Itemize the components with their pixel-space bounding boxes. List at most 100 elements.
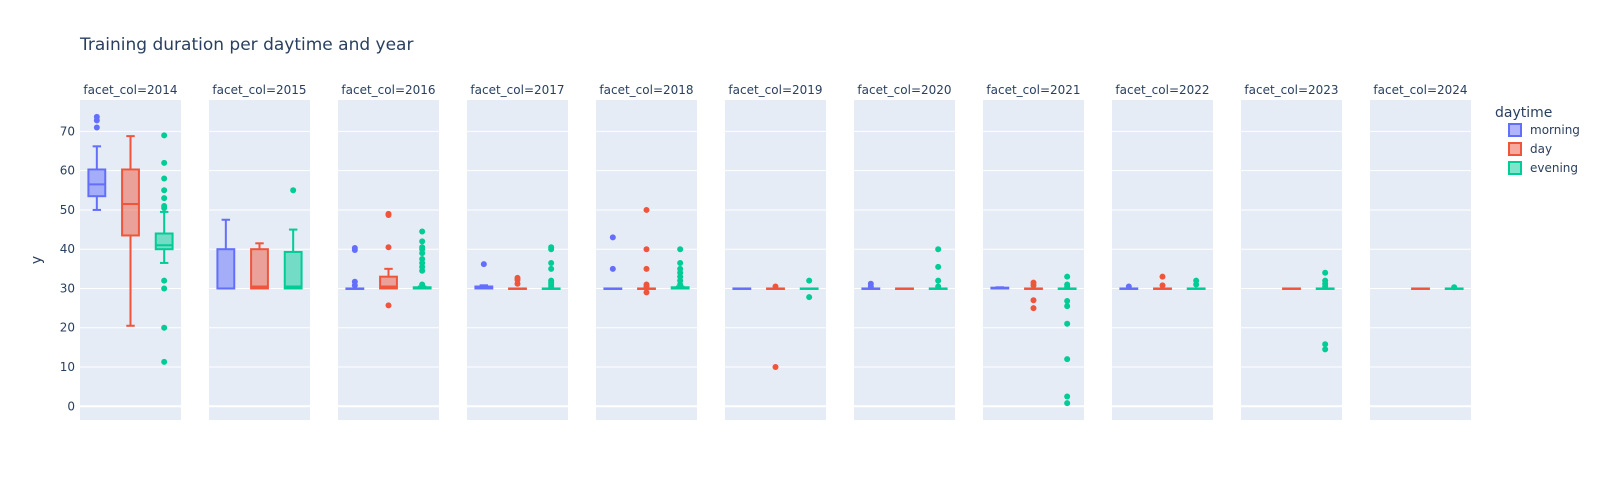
box-day: [1282, 287, 1301, 290]
outlier-point: [419, 244, 426, 251]
outlier-point: [161, 175, 168, 182]
box-day: [1411, 287, 1430, 290]
outlier-point: [867, 280, 874, 287]
outlier-point: [514, 274, 521, 281]
facet-panel: facet_col=2014: [80, 83, 181, 420]
box-evening: [154, 132, 174, 365]
box-iqr: [250, 248, 269, 290]
facet-label: facet_col=2020: [857, 83, 951, 97]
box-iqr: [216, 248, 236, 290]
facet-panel: facet_col=2016: [338, 83, 439, 420]
facet-panel: facet_col=2020: [854, 83, 955, 420]
outlier-point: [1064, 298, 1071, 305]
legend-label-morning: morning: [1530, 123, 1580, 137]
y-tick-label: 40: [60, 242, 75, 256]
box-evening: [412, 228, 432, 290]
outlier-point: [1159, 273, 1166, 280]
outlier-point: [1125, 283, 1132, 290]
box-day: [379, 210, 398, 309]
outlier-point: [677, 265, 684, 272]
legend-swatch-evening: [1508, 161, 1522, 175]
box-day: [250, 242, 269, 290]
facet-panel: facet_col=2021: [983, 83, 1084, 420]
facet-label: facet_col=2023: [1244, 83, 1338, 97]
y-tick-label: 70: [60, 124, 75, 138]
y-tick-label: 10: [60, 360, 75, 374]
outlier-point: [161, 132, 168, 139]
outlier-point: [385, 302, 392, 309]
outlier-point: [290, 187, 297, 194]
facet-panel: facet_col=2023: [1241, 83, 1342, 420]
box-iqr: [121, 168, 140, 237]
outlier-point: [677, 246, 684, 253]
outlier-point: [1159, 282, 1166, 289]
outlier-point: [1451, 284, 1458, 291]
box-morning: [474, 261, 494, 290]
outlier-point: [1030, 305, 1037, 312]
facet-panels: facet_col=2014 facet_col=2015 facet_col=20…: [80, 83, 1471, 420]
box-morning: [990, 286, 1010, 290]
box-evening: [670, 246, 690, 290]
outlier-point: [419, 238, 426, 245]
outlier-point: [1064, 356, 1071, 363]
outlier-point: [93, 124, 100, 131]
outlier-point: [351, 245, 358, 252]
outlier-point: [677, 259, 684, 266]
legend: daytime morning day evening: [1495, 105, 1580, 175]
box-day: [766, 283, 785, 370]
facet-label: facet_col=2019: [728, 83, 822, 97]
y-tick-label: 50: [60, 203, 75, 217]
box-evening: [1315, 269, 1335, 353]
legend-swatch-day: [1508, 142, 1522, 156]
box-day: [121, 135, 140, 327]
box-morning: [603, 234, 623, 290]
outlier-point: [161, 285, 168, 292]
outlier-point: [161, 195, 168, 202]
facet-plot-area: [1112, 100, 1213, 420]
legend-swatch-morning: [1508, 123, 1522, 137]
box-morning: [1119, 283, 1139, 290]
outlier-point: [609, 234, 616, 241]
outlier-point: [385, 210, 392, 217]
y-axis-title: y: [29, 256, 45, 264]
outlier-point: [643, 281, 650, 288]
outlier-point: [548, 265, 555, 272]
outlier-point: [1193, 277, 1200, 284]
outlier-point: [93, 113, 100, 120]
outlier-point: [1030, 297, 1037, 304]
box-evening: [541, 244, 561, 290]
outlier-point: [1030, 279, 1037, 286]
legend-label-evening: evening: [1530, 161, 1578, 175]
box-morning: [345, 245, 365, 290]
outlier-point: [643, 265, 650, 272]
outlier-point: [419, 281, 426, 288]
outlier-point: [609, 265, 616, 272]
outlier-point: [643, 289, 650, 296]
outlier-point: [643, 246, 650, 253]
facet-plot-area: [1370, 100, 1471, 420]
outlier-point: [643, 206, 650, 213]
legend-title: daytime: [1495, 105, 1552, 121]
outlier-point: [1064, 320, 1071, 327]
outlier-point: [1064, 400, 1071, 407]
facet-plot-area: [1241, 100, 1342, 420]
facet-plot-area: [596, 100, 697, 420]
outlier-point: [806, 277, 813, 284]
outlier-point: [161, 187, 168, 194]
facet-panel: facet_col=2019: [725, 83, 826, 420]
outlier-point: [1064, 303, 1071, 310]
facet-plot-area: [467, 100, 568, 420]
outlier-point: [161, 159, 168, 166]
facet-panel: facet_col=2017: [467, 83, 568, 420]
box-day: [895, 287, 914, 290]
y-tick-label: 0: [67, 399, 75, 413]
outlier-point: [772, 283, 779, 290]
facet-label: facet_col=2016: [341, 83, 435, 97]
outlier-point: [385, 244, 392, 251]
y-tick-label: 60: [60, 164, 75, 178]
outlier-point: [772, 363, 779, 370]
outlier-point: [1064, 273, 1071, 280]
facet-label: facet_col=2024: [1373, 83, 1467, 97]
box-iqr: [283, 250, 303, 290]
box-iqr: [87, 168, 107, 198]
